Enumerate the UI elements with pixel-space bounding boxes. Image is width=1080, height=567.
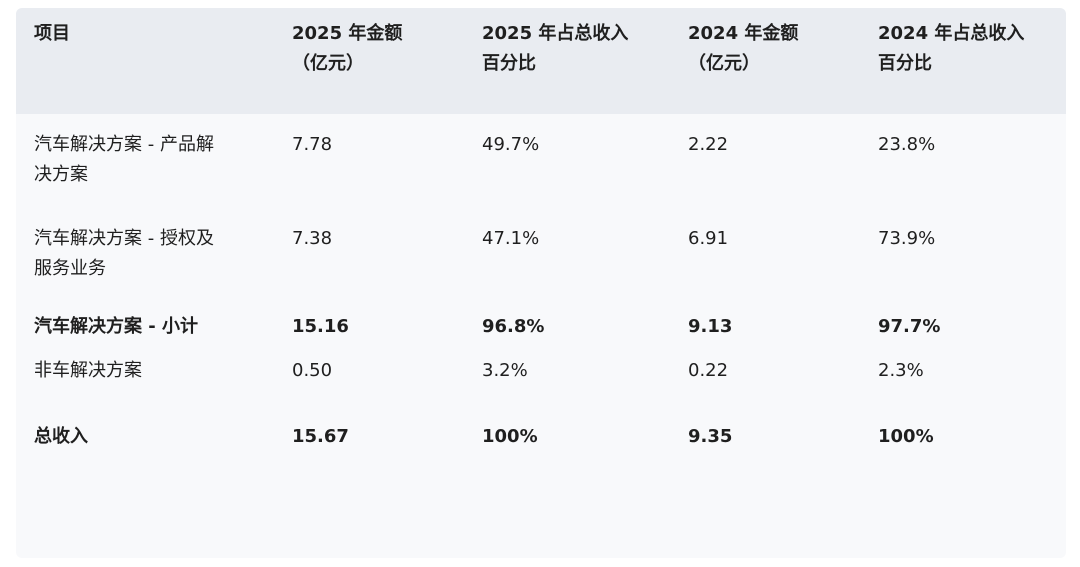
cell-2025-share: 3.2% — [482, 360, 528, 381]
cell-2025-share: 96.8% — [482, 316, 545, 337]
cell-line: 汽车解决方案 - 产品解 — [34, 134, 214, 155]
cell-item: 汽车解决方案 - 授权及 服务业务 — [16, 204, 274, 290]
header-line: 2024 年金额 — [688, 23, 799, 44]
header-line: 百分比 — [878, 53, 932, 74]
cell-2025-amount: 0.50 — [292, 360, 333, 381]
header-2024-share: 2024 年占总收入 百分比 — [860, 8, 1066, 114]
cell-2024-amount: 0.22 — [688, 360, 729, 381]
table-header-row: 项目 2025 年金额 （亿元） 2025 年占总收入 百分比 2024 年金额… — [16, 8, 1066, 114]
cell-2024-share: 100% — [878, 426, 934, 447]
header-line: （亿元） — [688, 53, 760, 74]
table-row-total: 总收入 15.67 100% 9.35 100% — [16, 412, 1066, 478]
cell-line: 决方案 — [34, 164, 88, 185]
header-line: （亿元） — [292, 53, 364, 74]
cell-2025-amount: 15.16 — [292, 316, 349, 337]
cell-2025-amount: 7.78 — [292, 134, 333, 155]
cell-2025-amount: 15.67 — [292, 426, 349, 447]
header-line: 2025 年占总收入 — [482, 23, 629, 44]
header-line: 2025 年金额 — [292, 23, 403, 44]
header-item: 项目 — [16, 8, 274, 114]
cell-line: 服务业务 — [34, 258, 106, 279]
header-item-line: 项目 — [34, 23, 70, 44]
revenue-table: 项目 2025 年金额 （亿元） 2025 年占总收入 百分比 2024 年金额… — [16, 8, 1066, 478]
cell-item: 汽车解决方案 - 小计 — [34, 316, 199, 337]
cell-2024-share: 73.9% — [878, 228, 936, 249]
cell-2024-share: 97.7% — [878, 316, 941, 337]
cell-2024-amount: 6.91 — [688, 228, 729, 249]
cell-2024-amount: 2.22 — [688, 134, 729, 155]
cell-line: 汽车解决方案 - 授权及 — [34, 228, 214, 249]
cell-item: 非车解决方案 — [34, 360, 142, 381]
header-2025-amount: 2025 年金额 （亿元） — [274, 8, 464, 114]
cell-2025-amount: 7.38 — [292, 228, 333, 249]
cell-2025-share: 49.7% — [482, 134, 540, 155]
cell-2025-share: 47.1% — [482, 228, 540, 249]
cell-2024-share: 2.3% — [878, 360, 924, 381]
table-row-subtotal: 汽车解决方案 - 小计 15.16 96.8% 9.13 97.7% — [16, 290, 1066, 346]
header-line: 2024 年占总收入 — [878, 23, 1025, 44]
header-line: 百分比 — [482, 53, 536, 74]
cell-2024-amount: 9.13 — [688, 316, 733, 337]
header-2025-share: 2025 年占总收入 百分比 — [464, 8, 670, 114]
cell-2024-amount: 9.35 — [688, 426, 733, 447]
table-row: 非车解决方案 0.50 3.2% 0.22 2.3% — [16, 346, 1066, 412]
cell-item: 总收入 — [34, 426, 88, 447]
cell-item: 汽车解决方案 - 产品解 决方案 — [16, 114, 274, 204]
cell-2025-share: 100% — [482, 426, 538, 447]
cell-2024-share: 23.8% — [878, 134, 936, 155]
revenue-table-card: 项目 2025 年金额 （亿元） 2025 年占总收入 百分比 2024 年金额… — [16, 8, 1066, 558]
table-row: 汽车解决方案 - 授权及 服务业务 7.38 47.1% 6.91 73.9% — [16, 204, 1066, 290]
header-2024-amount: 2024 年金额 （亿元） — [670, 8, 860, 114]
table-row: 汽车解决方案 - 产品解 决方案 7.78 49.7% 2.22 23.8% — [16, 114, 1066, 204]
